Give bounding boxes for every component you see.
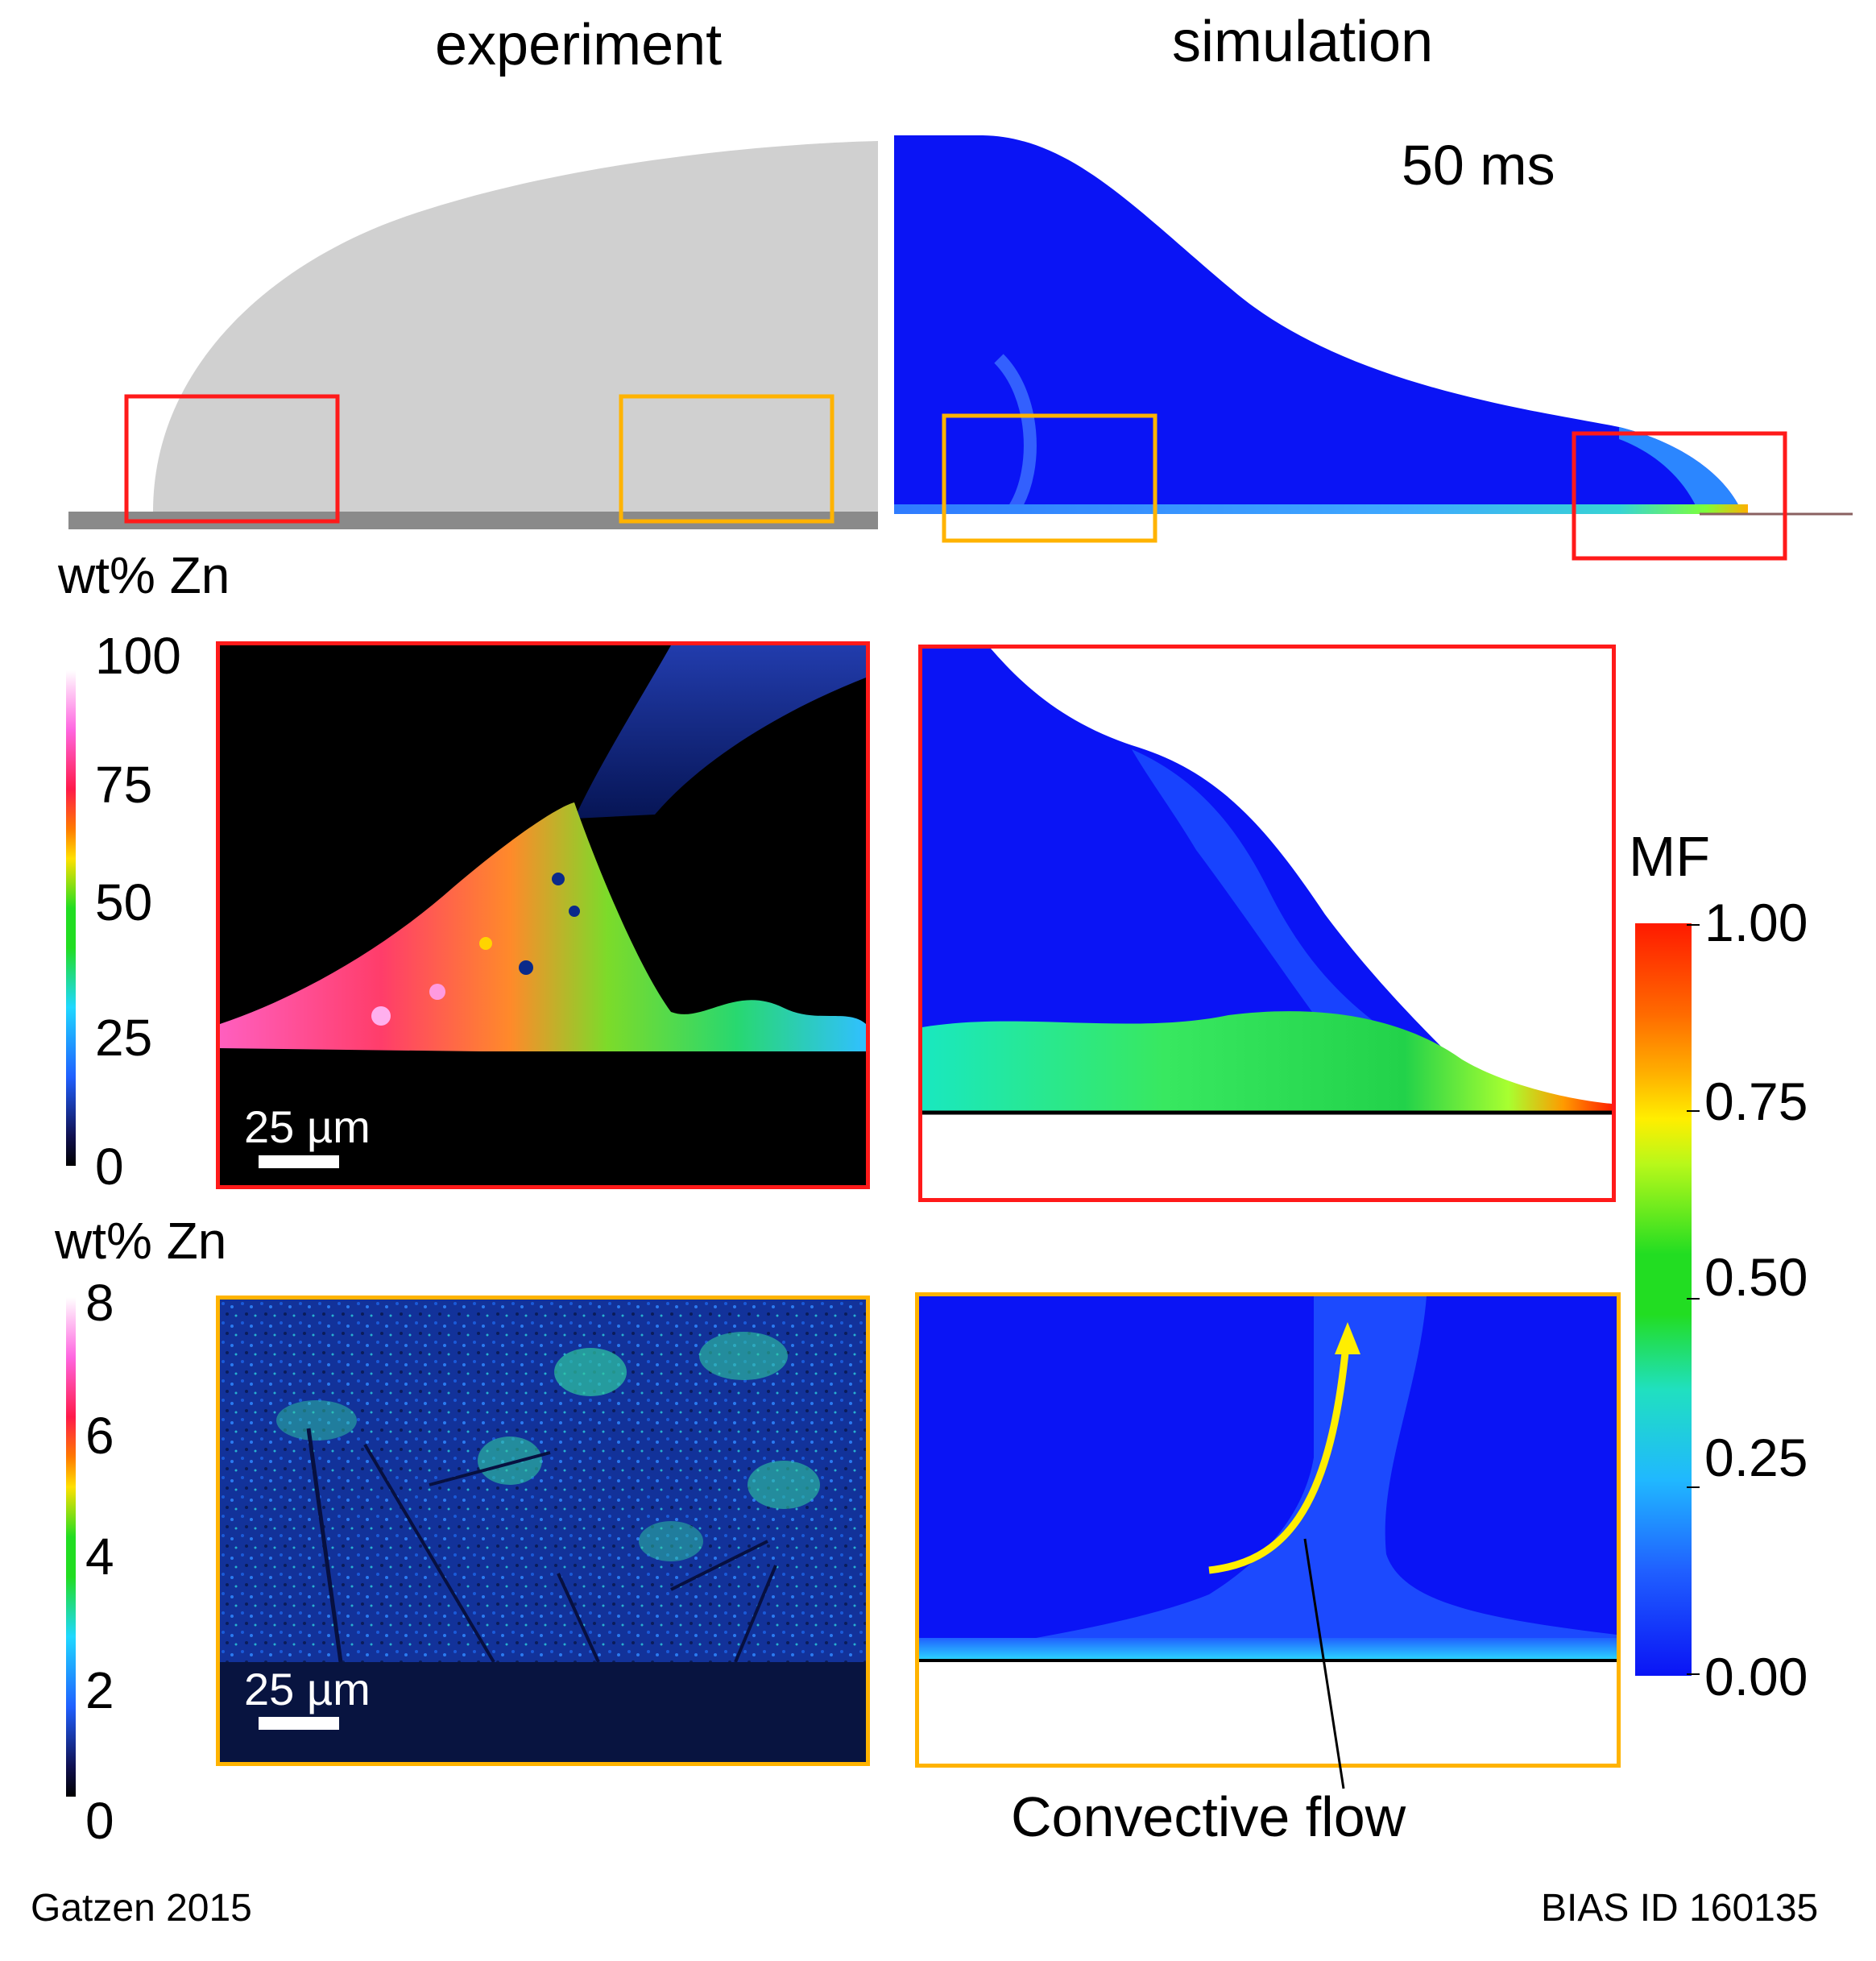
experiment-orange-zn-map	[220, 1300, 866, 1762]
mf-tick-0-50: 0.50	[1704, 1247, 1808, 1307]
experiment-orange-scale-bar-label: 25 µm	[244, 1664, 371, 1714]
footer-bias-id: BIAS ID 160135	[1541, 1887, 1819, 1930]
simulation-orange-panel	[915, 1292, 1621, 1768]
experiment-orange-scale-bar	[259, 1717, 339, 1730]
experiment-red-zn-map	[220, 645, 866, 1185]
experiment-droplet	[153, 141, 878, 512]
mf-scale-label: MF	[1629, 825, 1711, 888]
experiment-red-scale-bar	[259, 1155, 339, 1168]
mf-tick-0-00: 0.00	[1704, 1647, 1808, 1706]
simulation-red-region-box	[1572, 431, 1787, 561]
zn-scale-bottom-label: wt% Zn	[55, 1212, 227, 1270]
experiment-header: experiment	[435, 13, 723, 77]
convective-flow-arrowhead	[1335, 1322, 1360, 1354]
convective-flow-arrow	[1208, 1344, 1350, 1574]
experiment-red-region-box	[124, 394, 340, 524]
simulation-flow-band	[994, 354, 1037, 512]
simulation-orange-mf-map	[919, 1296, 1617, 1662]
zn-colorbar-bottom	[66, 1297, 76, 1797]
simulation-red-mf-map	[922, 649, 1612, 1115]
experiment-droplet-schematic	[68, 141, 878, 529]
convective-flow-leader	[1303, 1538, 1345, 1789]
zn-bottom-tick-8: 8	[85, 1274, 114, 1332]
mf-tick-1-00: 1.00	[1704, 893, 1808, 952]
simulation-droplet	[894, 135, 1853, 561]
mf-tick-0-75: 0.75	[1704, 1072, 1808, 1131]
zn-scale-top-label: wt% Zn	[58, 546, 230, 604]
zn-top-tick-100: 100	[95, 627, 181, 685]
experiment-red-scale-bar-label: 25 µm	[244, 1101, 371, 1152]
simulation-tip-gradient	[1619, 427, 1748, 514]
zn-top-tick-25: 25	[95, 1009, 153, 1067]
experiment-substrate	[68, 512, 878, 529]
simulation-header: simulation	[1172, 10, 1434, 74]
zn-top-tick-50: 50	[95, 873, 153, 931]
zn-bottom-tick-0: 0	[85, 1792, 114, 1850]
zn-bottom-tick-6: 6	[85, 1407, 114, 1465]
simulation-droplet-body	[894, 135, 1748, 514]
zn-bottom-tick-4: 4	[85, 1528, 114, 1586]
experiment-orange-region-box	[619, 394, 834, 524]
zn-top-tick-75: 75	[95, 756, 153, 814]
convective-flow-label: Convective flow	[1011, 1785, 1406, 1848]
mf-colorbar	[1635, 923, 1692, 1676]
experiment-red-panel: 25 µm	[216, 641, 870, 1189]
zn-bottom-tick-2: 2	[85, 1661, 114, 1719]
experiment-orange-panel: 25 µm	[216, 1296, 870, 1766]
mf-colorbar-ticks	[1687, 924, 1700, 1675]
simulation-bottom-layer	[894, 504, 1748, 514]
simulation-red-panel	[918, 645, 1616, 1202]
time-label: 50 ms	[1402, 134, 1555, 197]
simulation-orange-region-box	[942, 413, 1157, 543]
mf-tick-0-25: 0.25	[1704, 1428, 1808, 1487]
zn-colorbar-top	[66, 670, 76, 1166]
footer-credit: Gatzen 2015	[31, 1887, 252, 1930]
zn-top-tick-0: 0	[95, 1138, 124, 1196]
